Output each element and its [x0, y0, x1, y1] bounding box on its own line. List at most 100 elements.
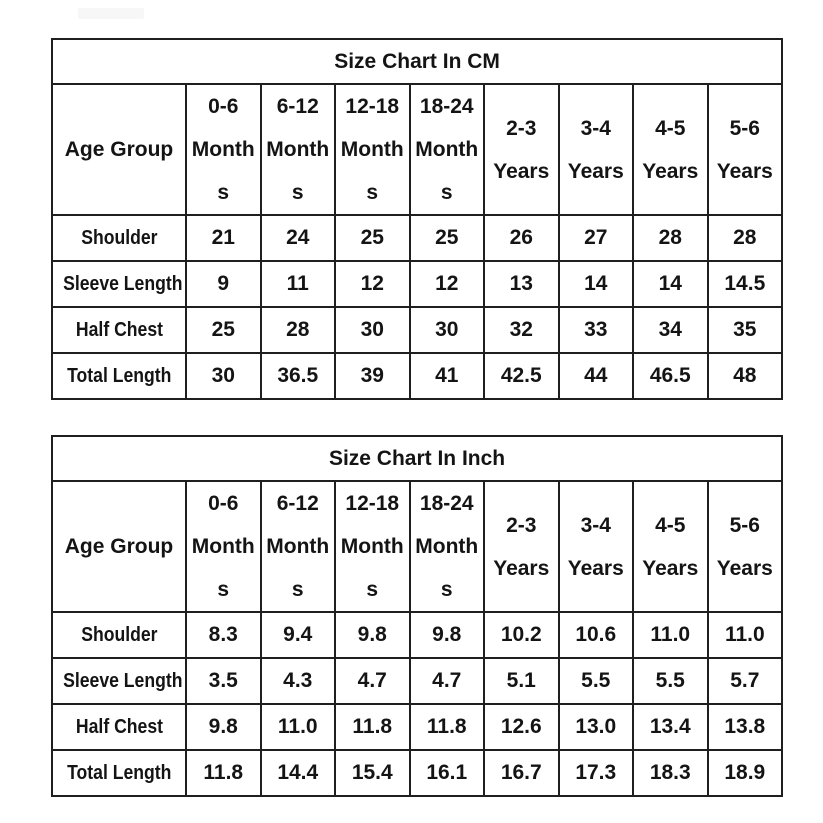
column-header-unit: Months [266, 535, 330, 602]
size-tables-container: Size Chart In CM Age Group 0-6 Months 6-12 Mo… [50, 38, 784, 798]
value-cell: 24 [259, 214, 336, 263]
value-cell: 16.7 [483, 749, 560, 798]
value-cell: 42.5 [483, 352, 560, 401]
value-cell: 5.5 [557, 657, 634, 706]
row-label: Sleeve Length [63, 670, 183, 693]
column-header-unit: Months [415, 535, 479, 602]
value-cell: 25 [334, 214, 411, 263]
value-cell: 12.6 [483, 703, 560, 752]
column-header-cell: 12-18 Months [334, 480, 411, 614]
value-cell: 39 [334, 352, 411, 401]
value-cell: 41 [408, 352, 485, 401]
table-row: Shoulder 8.3 9.4 9.8 9.8 10.2 10.6 11.0 11.0 [51, 611, 784, 660]
column-header-cell: 3-4 Years [557, 480, 634, 614]
table-title-row: Size Chart In CM [50, 38, 784, 85]
column-header-unit: Years [567, 159, 624, 183]
value-cell: 11.8 [185, 749, 262, 798]
value-cell: 48 [706, 352, 784, 401]
value-cell: 13 [483, 260, 560, 309]
row-label-cell: Shoulder [51, 214, 187, 263]
value-cell: 30 [185, 352, 262, 401]
table-row: Total Length 30 36.5 39 41 42.5 44 46.5 48 [51, 352, 784, 401]
column-header-range: 0-6 [208, 492, 239, 516]
column-header-unit: Months [340, 138, 404, 205]
row-label-cell: Half Chest [51, 703, 187, 752]
value-cell: 11.0 [706, 611, 784, 660]
value-cell: 5.7 [706, 657, 784, 706]
column-header-range: 4-5 [655, 513, 686, 537]
table-row: Sleeve Length 9 11 12 12 13 14 14 14.5 [51, 260, 784, 309]
column-header-range: 2-3 [506, 513, 537, 537]
value-cell: 13.4 [632, 703, 709, 752]
value-cell: 25 [185, 306, 262, 355]
table-header-row: Age Group 0-6 Months 6-12 Months 12-18 Months 1… [51, 480, 784, 614]
row-label: Total Length [66, 365, 172, 388]
table-title: Size Chart In Inch [50, 435, 784, 483]
value-cell: 18.9 [706, 749, 784, 798]
row-label: Shoulder [80, 227, 158, 250]
value-cell: 15.4 [334, 749, 411, 798]
value-cell: 44 [557, 352, 634, 401]
value-cell: 25 [408, 214, 485, 263]
column-header-cell: 5-6 Years [706, 480, 784, 614]
table-row: Total Length 11.8 14.4 15.4 16.1 16.7 17.3 18.3… [51, 749, 784, 798]
row-label-cell: Sleeve Length [51, 657, 187, 706]
column-header-range: 2-3 [506, 116, 537, 140]
table-title: Size Chart In CM [50, 38, 784, 85]
column-header-unit: Months [266, 138, 330, 205]
table-row: Half Chest 9.8 11.0 11.8 11.8 12.6 13.0 13.4 13.… [51, 703, 784, 752]
column-header-range: 18-24 [419, 492, 474, 516]
column-header-cell: 0-6 Months [185, 480, 262, 614]
value-cell: 11.0 [632, 611, 709, 660]
table-title-row: Size Chart In Inch [50, 435, 784, 483]
value-cell: 9.8 [334, 611, 411, 660]
value-cell: 4.7 [334, 657, 411, 706]
value-cell: 4.7 [408, 657, 485, 706]
value-cell: 12 [408, 260, 485, 309]
column-header-range: 12-18 [345, 492, 400, 516]
column-header-cell: 3-4 Years [557, 82, 634, 217]
column-header-range: 5-6 [729, 513, 760, 537]
value-cell: 30 [334, 306, 411, 355]
column-header-range: 18-24 [419, 95, 474, 118]
corner-header-cell: Age Group [51, 82, 187, 217]
value-cell: 3.5 [185, 657, 262, 706]
column-header-range: 3-4 [580, 513, 611, 537]
table-row: Sleeve Length 3.5 4.3 4.7 4.7 5.1 5.5 5.5 5.7 [51, 657, 784, 706]
value-cell: 21 [185, 214, 262, 263]
value-cell: 32 [483, 306, 560, 355]
watermark [78, 8, 144, 19]
column-header-range: 5-6 [729, 116, 760, 140]
row-label: Total Length [66, 762, 172, 785]
value-cell: 9.4 [259, 611, 336, 660]
corner-header-cell: Age Group [51, 480, 187, 614]
column-header-cell: 2-3 Years [483, 82, 560, 217]
column-header-unit: Years [642, 556, 699, 580]
value-cell: 11.0 [259, 703, 336, 752]
column-header-range: 12-18 [345, 95, 400, 118]
table-row: Half Chest 25 28 30 30 32 33 34 35 [51, 306, 784, 355]
column-header-range: 4-5 [655, 116, 686, 140]
size-table-inch: Size Chart In Inch Age Group 0-6 Months 6-12… [50, 435, 784, 798]
size-table-cm: Size Chart In CM Age Group 0-6 Months 6-12 Mo… [50, 38, 784, 401]
value-cell: 8.3 [185, 611, 262, 660]
value-cell: 4.3 [259, 657, 336, 706]
value-cell: 5.5 [632, 657, 709, 706]
column-header-cell: 5-6 Years [706, 82, 784, 217]
value-cell: 9 [185, 260, 262, 309]
value-cell: 28 [632, 214, 709, 263]
value-cell: 5.1 [483, 657, 560, 706]
row-label-cell: Shoulder [51, 611, 187, 660]
value-cell: 9.8 [185, 703, 262, 752]
value-cell: 11 [259, 260, 336, 309]
column-header-unit: Years [567, 556, 624, 580]
column-header-cell: 6-12 Months [259, 480, 336, 614]
value-cell: 36.5 [259, 352, 336, 401]
column-header-range: 6-12 [276, 95, 319, 118]
column-header-range: 3-4 [580, 116, 611, 140]
value-cell: 10.6 [557, 611, 634, 660]
value-cell: 46.5 [632, 352, 709, 401]
value-cell: 28 [706, 214, 784, 263]
table-header-row: Age Group 0-6 Months 6-12 Months 12-18 Months 1… [51, 82, 784, 217]
value-cell: 33 [557, 306, 634, 355]
